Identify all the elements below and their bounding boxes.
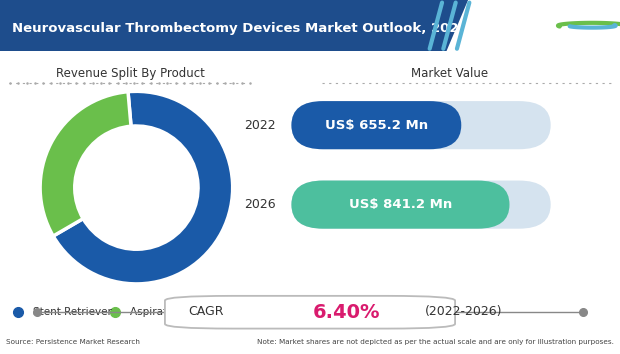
Text: 2026: 2026 (244, 198, 276, 211)
Polygon shape (0, 0, 468, 51)
Wedge shape (40, 92, 131, 236)
Text: Aspiration Catheter: Aspiration Catheter (130, 307, 232, 318)
Text: Source: Persistence Market Research: Source: Persistence Market Research (6, 339, 140, 346)
Text: US$ 655.2 Mn: US$ 655.2 Mn (325, 119, 428, 132)
Text: 2022: 2022 (244, 119, 276, 132)
Text: (2022-2026): (2022-2026) (425, 305, 502, 318)
Text: 6.40%: 6.40% (312, 303, 380, 322)
Text: Note: Market shares are not depicted as per the actual scale and are only for il: Note: Market shares are not depicted as … (257, 339, 614, 346)
Text: Revenue Split By Product: Revenue Split By Product (56, 67, 205, 80)
Text: MARKET RESEARCH: MARKET RESEARCH (496, 30, 588, 39)
Text: CAGR: CAGR (188, 305, 223, 318)
FancyBboxPatch shape (165, 296, 455, 329)
FancyBboxPatch shape (291, 101, 551, 149)
FancyBboxPatch shape (291, 101, 461, 149)
Text: Market Value: Market Value (412, 67, 489, 80)
Text: PERSISTENCE: PERSISTENCE (496, 12, 559, 21)
Wedge shape (53, 91, 233, 284)
Text: Stent Retriever: Stent Retriever (33, 307, 112, 318)
FancyBboxPatch shape (291, 181, 551, 229)
Text: Neurovascular Thrombectomy Devices Market Outlook, 2022-2026: Neurovascular Thrombectomy Devices Marke… (12, 22, 510, 35)
FancyBboxPatch shape (291, 181, 510, 229)
Text: US$ 841.2 Mn: US$ 841.2 Mn (349, 198, 452, 211)
